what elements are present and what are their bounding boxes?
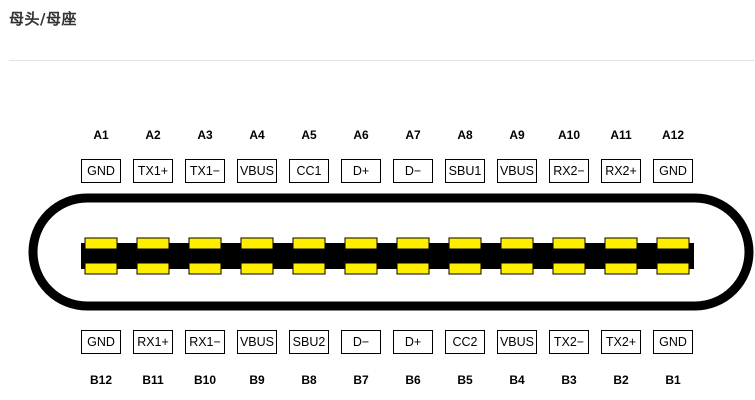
top-contact-pad-10: [552, 237, 586, 250]
top-signal-box-9: VBUS: [497, 159, 537, 183]
top-signal-box-2: TX1+: [133, 159, 173, 183]
top-pin-id-3: A3: [197, 128, 213, 142]
top-pin-id-1: A1: [93, 128, 109, 142]
top-signal-box-12: GND: [653, 159, 693, 183]
bottom-contact-pad-10: [552, 262, 586, 275]
bottom-pin-id-5: B8: [301, 373, 317, 387]
top-contact-pad-4: [240, 237, 274, 250]
bottom-signal-box-2: RX1+: [133, 330, 173, 354]
bottom-contact-pad-8: [448, 262, 482, 275]
bottom-signal-box-3: RX1−: [185, 330, 225, 354]
bottom-contact-pad-7: [396, 262, 430, 275]
bottom-signal-box-6: D−: [341, 330, 381, 354]
top-pin-id-4: A4: [249, 128, 265, 142]
top-pin-id-5: A5: [301, 128, 317, 142]
top-signal-box-8: SBU1: [445, 159, 485, 183]
bottom-pin-id-7: B6: [405, 373, 421, 387]
bottom-signal-box-12: GND: [653, 330, 693, 354]
bottom-contact-pad-9: [500, 262, 534, 275]
bottom-contact-pad-4: [240, 262, 274, 275]
top-signal-box-7: D−: [393, 159, 433, 183]
top-pin-id-11: A11: [610, 128, 632, 142]
bottom-pin-id-4: B9: [249, 373, 265, 387]
top-pin-id-7: A7: [405, 128, 421, 142]
bottom-pin-id-8: B5: [457, 373, 473, 387]
top-contact-pad-6: [344, 237, 378, 250]
top-signal-box-5: CC1: [289, 159, 329, 183]
bottom-contact-pad-3: [188, 262, 222, 275]
bottom-signal-box-9: VBUS: [497, 330, 537, 354]
top-contact-pad-11: [604, 237, 638, 250]
bottom-contact-pad-5: [292, 262, 326, 275]
top-signal-box-4: VBUS: [237, 159, 277, 183]
bottom-signal-box-8: CC2: [445, 330, 485, 354]
top-contact-pad-7: [396, 237, 430, 250]
top-pin-id-12: A12: [661, 128, 684, 142]
top-contact-pad-3: [188, 237, 222, 250]
top-contact-pad-9: [500, 237, 534, 250]
bottom-contact-pad-12: [656, 262, 690, 275]
bottom-contact-pad-11: [604, 262, 638, 275]
bottom-signal-box-1: GND: [81, 330, 121, 354]
bottom-signal-box-4: VBUS: [237, 330, 277, 354]
top-pin-id-8: A8: [457, 128, 473, 142]
tongue: [81, 243, 694, 269]
top-pin-id-10: A10: [557, 128, 580, 142]
bottom-signal-box-5: SBU2: [289, 330, 329, 354]
bottom-contact-pad-2: [136, 262, 170, 275]
top-pin-id-9: A9: [509, 128, 525, 142]
bottom-pin-id-3: B10: [193, 373, 216, 387]
bottom-pin-id-9: B4: [509, 373, 525, 387]
bottom-pin-id-10: B3: [561, 373, 577, 387]
top-signal-box-3: TX1−: [185, 159, 225, 183]
top-contact-pad-8: [448, 237, 482, 250]
bottom-pin-id-6: B7: [353, 373, 369, 387]
top-signal-box-6: D+: [341, 159, 381, 183]
top-signal-box-11: RX2+: [601, 159, 641, 183]
top-pin-id-6: A6: [353, 128, 369, 142]
bottom-pin-id-12: B1: [665, 373, 681, 387]
top-signal-box-10: RX2−: [549, 159, 589, 183]
top-signal-box-1: GND: [81, 159, 121, 183]
top-pin-id-2: A2: [145, 128, 161, 142]
divider: [9, 60, 754, 61]
top-contact-pad-1: [84, 237, 118, 250]
bottom-pin-id-11: B2: [613, 373, 629, 387]
receptacle-shell: [28, 193, 754, 311]
top-contact-pad-2: [136, 237, 170, 250]
bottom-pin-id-1: B12: [89, 373, 112, 387]
bottom-signal-box-10: TX2−: [549, 330, 589, 354]
page-title: 母头/母座: [9, 10, 77, 28]
top-contact-pad-5: [292, 237, 326, 250]
bottom-signal-box-11: TX2+: [601, 330, 641, 354]
bottom-signal-box-7: D+: [393, 330, 433, 354]
bottom-pin-id-2: B11: [142, 373, 164, 387]
top-contact-pad-12: [656, 237, 690, 250]
bottom-contact-pad-6: [344, 262, 378, 275]
bottom-contact-pad-1: [84, 262, 118, 275]
